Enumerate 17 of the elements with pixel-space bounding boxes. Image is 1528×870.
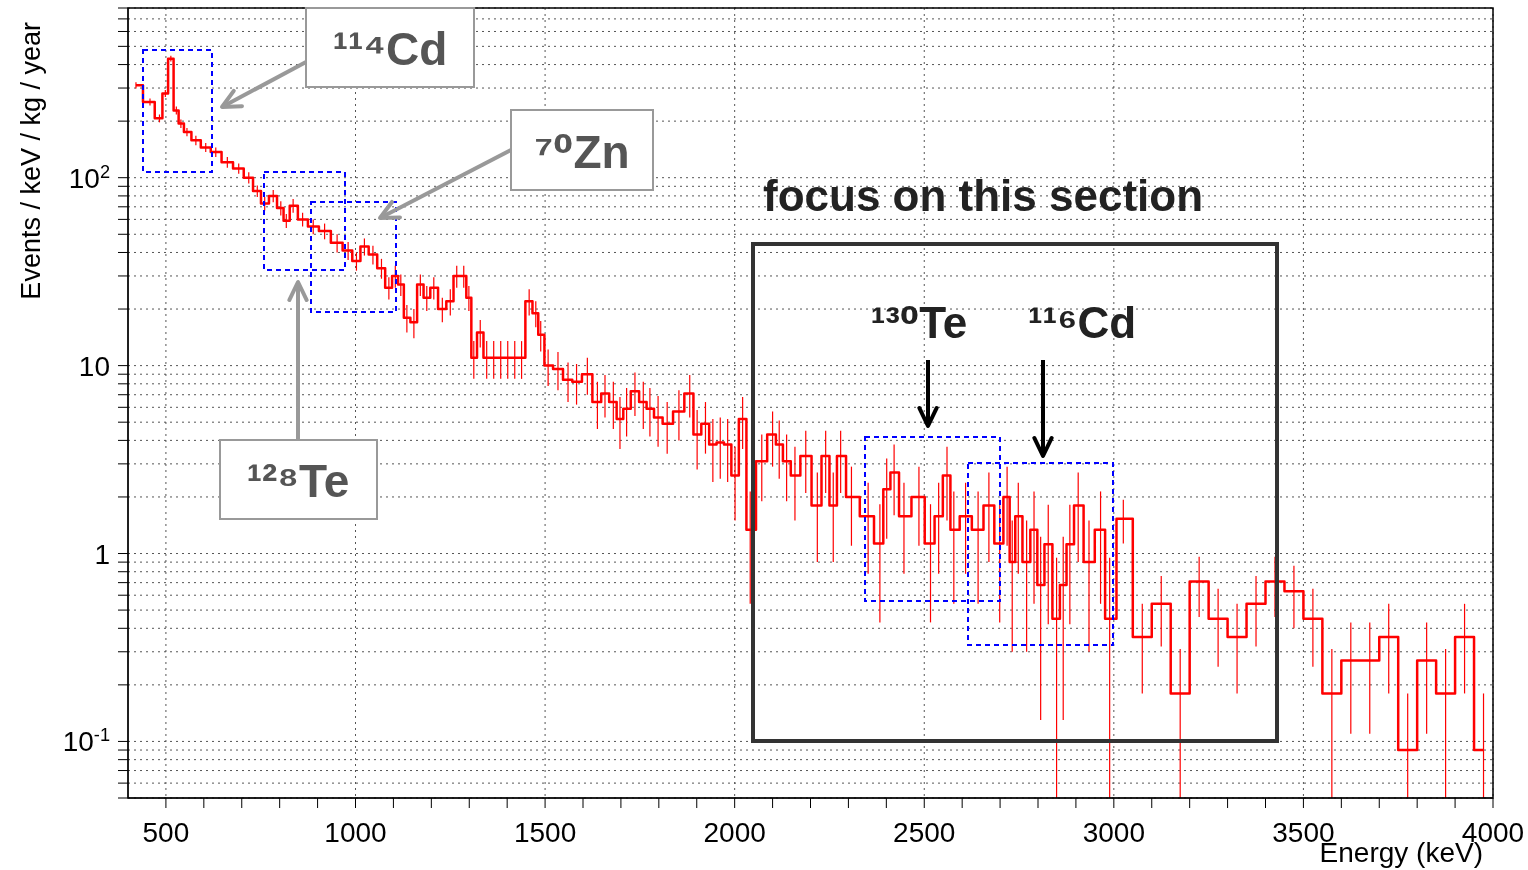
y-tick-label: 10$^{2}$ bbox=[68, 161, 110, 194]
y-axis-title: Events / keV / kg / year bbox=[16, 22, 46, 300]
x-tick-label: 3000 bbox=[1082, 817, 1145, 848]
annotation: ¹¹⁴Cd bbox=[332, 23, 448, 75]
x-tick-label: 2500 bbox=[893, 817, 956, 848]
y-tick-label: 10 bbox=[78, 350, 110, 382]
x-tick-label: 1500 bbox=[513, 817, 577, 848]
annotation: focus on this section bbox=[763, 171, 1204, 220]
y-tick-label: 10$^{-1}$ bbox=[62, 725, 110, 758]
y-tick-label: 1 bbox=[94, 538, 110, 570]
x-tick-label: 1000 bbox=[324, 817, 387, 848]
annotation: ¹³⁰Te bbox=[870, 298, 968, 347]
annotation: ¹¹⁶Cd bbox=[1027, 298, 1137, 347]
annotation: ⁷⁰Zn bbox=[534, 126, 630, 178]
x-tick-label: 500 bbox=[142, 817, 190, 848]
annotation: ¹²⁸Te bbox=[246, 455, 350, 507]
x-tick-label: 2000 bbox=[703, 817, 766, 848]
